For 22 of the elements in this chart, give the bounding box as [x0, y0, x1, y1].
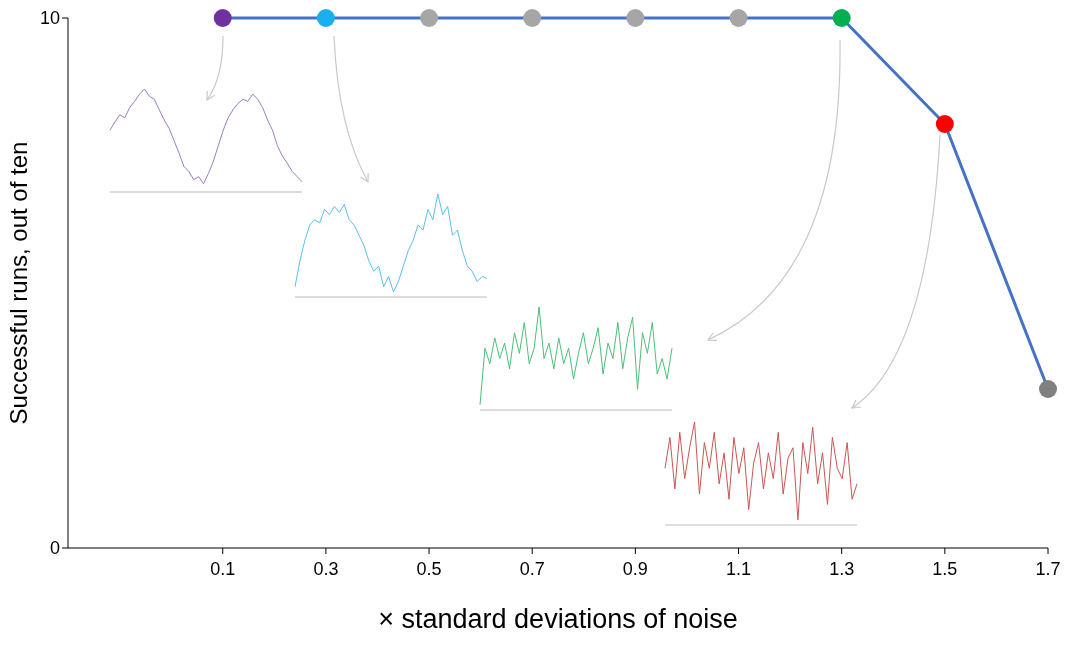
y-axis-title: Successful runs, out of ten — [4, 141, 32, 425]
x-tick-label: 0.9 — [622, 558, 648, 579]
point — [523, 9, 542, 27]
x-tick-label: 1.1 — [726, 558, 752, 579]
point — [626, 9, 645, 27]
x-tick-label: 1.3 — [829, 558, 855, 579]
x-tick-label: 0.1 — [210, 558, 236, 579]
x-tick-label: 0.3 — [313, 558, 339, 579]
point — [832, 9, 851, 27]
y-tick-label: 10 — [39, 8, 60, 29]
point — [420, 9, 439, 27]
point — [1039, 380, 1057, 398]
point — [729, 9, 748, 27]
x-tick-label: 0.7 — [519, 558, 545, 579]
x-tick-label: 1.5 — [932, 558, 958, 579]
x-tick-label: 1.7 — [1035, 558, 1061, 579]
point — [316, 9, 335, 27]
point — [935, 115, 954, 133]
x-axis-title: × standard deviations of noise — [378, 604, 738, 634]
point — [213, 9, 232, 27]
x-tick-label: 0.5 — [416, 558, 442, 579]
y-tick-label: 0 — [49, 538, 60, 559]
